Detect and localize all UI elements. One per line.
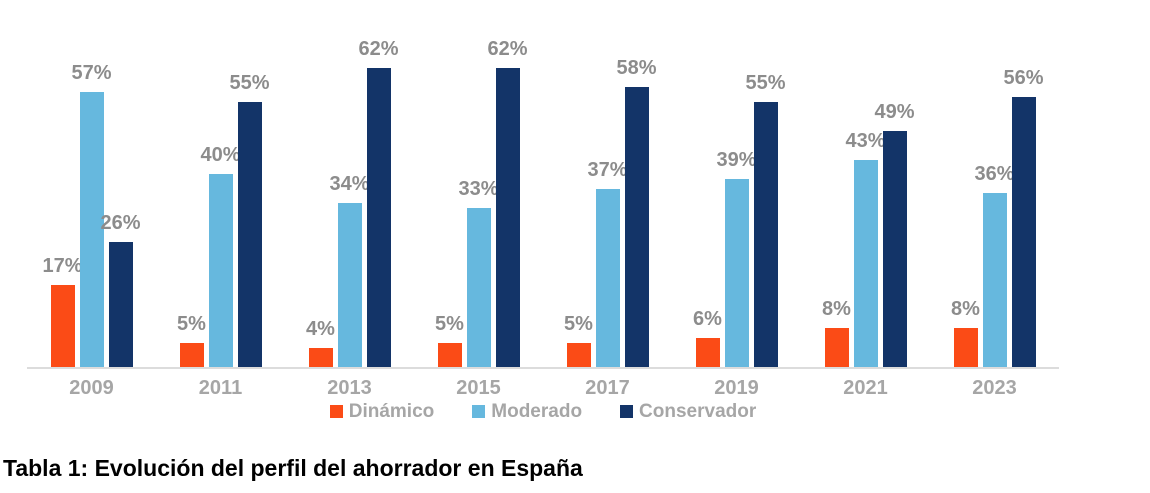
category-group-2023: 8% 36% 56% 2023 [930,0,1059,398]
bar-moderado-2023: 36% [974,164,1015,367]
bar-moderado-2009: 57% [71,63,112,367]
legend: Dinámico Moderado Conservador [27,402,1059,421]
bar-moderado-2015: 33% [458,179,499,367]
x-tick-label-2023: 2023 [972,377,1017,399]
data-label-conservador-2015: 62% [487,38,528,61]
data-label-moderado-2015: 33% [458,177,499,200]
bar-chart-plot: 17% 57% 26% 2009 5% 40% 55% 2011 4% 34% 62% 2013 5% 3… [27,0,1059,398]
bar-conservador-2015: 62% [487,39,528,367]
data-label-conservador-2013: 62% [358,38,399,61]
bar-dinamico-2013: 4% [306,319,335,367]
x-axis-line [27,367,1059,369]
bar-conservador-2017: 58% [616,58,657,367]
bar-conservador-2013: 62% [358,39,399,367]
category-group-2013: 4% 34% 62% 2013 [285,0,414,398]
bar-conservador-2021: 49% [874,102,915,367]
bar-cluster: 5% 40% 55% [156,0,285,367]
data-label-dinamico-2023: 8% [951,298,980,321]
bar-dinamico-2021: 8% [822,299,851,367]
data-label-dinamico-2017: 5% [564,312,593,335]
bar-dinamico-2011: 5% [177,314,206,367]
data-label-conservador-2009: 26% [100,211,141,234]
bar-cluster: 5% 33% 62% [414,0,543,367]
bar-cluster: 8% 43% 49% [801,0,930,367]
data-label-moderado-2011: 40% [200,144,241,167]
data-label-moderado-2021: 43% [845,129,886,152]
legend-swatch-dinamico [329,405,343,418]
data-label-conservador-2021: 49% [874,100,915,123]
legend-item-conservador: Conservador [620,402,756,421]
data-label-conservador-2017: 58% [616,57,657,80]
legend-item-dinamico: Dinámico [329,401,435,422]
bar-conservador-2009: 26% [100,213,141,367]
x-tick-label-2021: 2021 [843,377,888,399]
category-group-2011: 5% 40% 55% 2011 [156,0,285,398]
x-tick-label-2011: 2011 [198,377,243,399]
data-label-conservador-2011: 55% [229,71,270,94]
bar-conservador-2019: 55% [745,73,786,367]
bar-moderado-2019: 39% [716,150,757,367]
category-group-2015: 5% 33% 62% 2015 [414,0,543,398]
data-label-moderado-2009: 57% [71,62,112,85]
data-label-dinamico-2013: 4% [306,317,335,340]
bar-moderado-2017: 37% [587,160,628,367]
x-tick-label-2009: 2009 [69,377,114,399]
legend-item-moderado: Moderado [472,402,582,421]
bar-moderado-2021: 43% [845,131,886,367]
x-tick-label-2019: 2019 [714,377,759,399]
legend-label-conservador: Conservador [639,401,757,422]
bar-moderado-2013: 34% [329,174,370,367]
data-label-moderado-2013: 34% [329,173,370,196]
data-label-dinamico-2011: 5% [177,312,206,335]
legend-swatch-conservador [620,405,634,418]
data-label-dinamico-2009: 17% [42,255,83,278]
category-group-2019: 6% 39% 55% 2019 [672,0,801,398]
x-tick-label-2017: 2017 [585,377,630,399]
chart-caption: Tabla 1: Evolución del perfil del ahorra… [3,455,583,481]
bar-cluster: 5% 37% 58% [543,0,672,367]
legend-label-dinamico: Dinámico [348,401,435,422]
bar-cluster: 6% 39% 55% [672,0,801,367]
x-tick-label-2015: 2015 [456,377,501,399]
category-group-2021: 8% 43% 49% 2021 [801,0,930,398]
bar-cluster: 8% 36% 56% [930,0,1059,367]
data-label-moderado-2019: 39% [716,149,757,172]
data-label-moderado-2017: 37% [587,158,628,181]
bar-dinamico-2023: 8% [951,299,980,367]
data-label-dinamico-2019: 6% [693,308,722,331]
category-group-2009: 17% 57% 26% 2009 [27,0,156,398]
bar-dinamico-2017: 5% [564,314,593,367]
bar-dinamico-2015: 5% [435,314,464,367]
bar-cluster: 4% 34% 62% [285,0,414,367]
bar-conservador-2023: 56% [1003,68,1044,367]
legend-swatch-moderado [472,405,486,418]
x-tick-label-2013: 2013 [327,377,372,399]
category-group-2017: 5% 37% 58% 2017 [543,0,672,398]
data-label-conservador-2019: 55% [745,71,786,94]
data-label-moderado-2023: 36% [974,163,1015,186]
bar-dinamico-2019: 6% [693,309,722,367]
data-label-dinamico-2015: 5% [435,312,464,335]
bar-dinamico-2009: 17% [42,256,83,367]
bar-conservador-2011: 55% [229,73,270,367]
bar-moderado-2011: 40% [200,145,241,367]
bar-cluster: 17% 57% 26% [27,0,156,367]
data-label-dinamico-2021: 8% [822,298,851,321]
data-label-conservador-2023: 56% [1003,67,1044,90]
legend-label-moderado: Moderado [491,401,583,422]
